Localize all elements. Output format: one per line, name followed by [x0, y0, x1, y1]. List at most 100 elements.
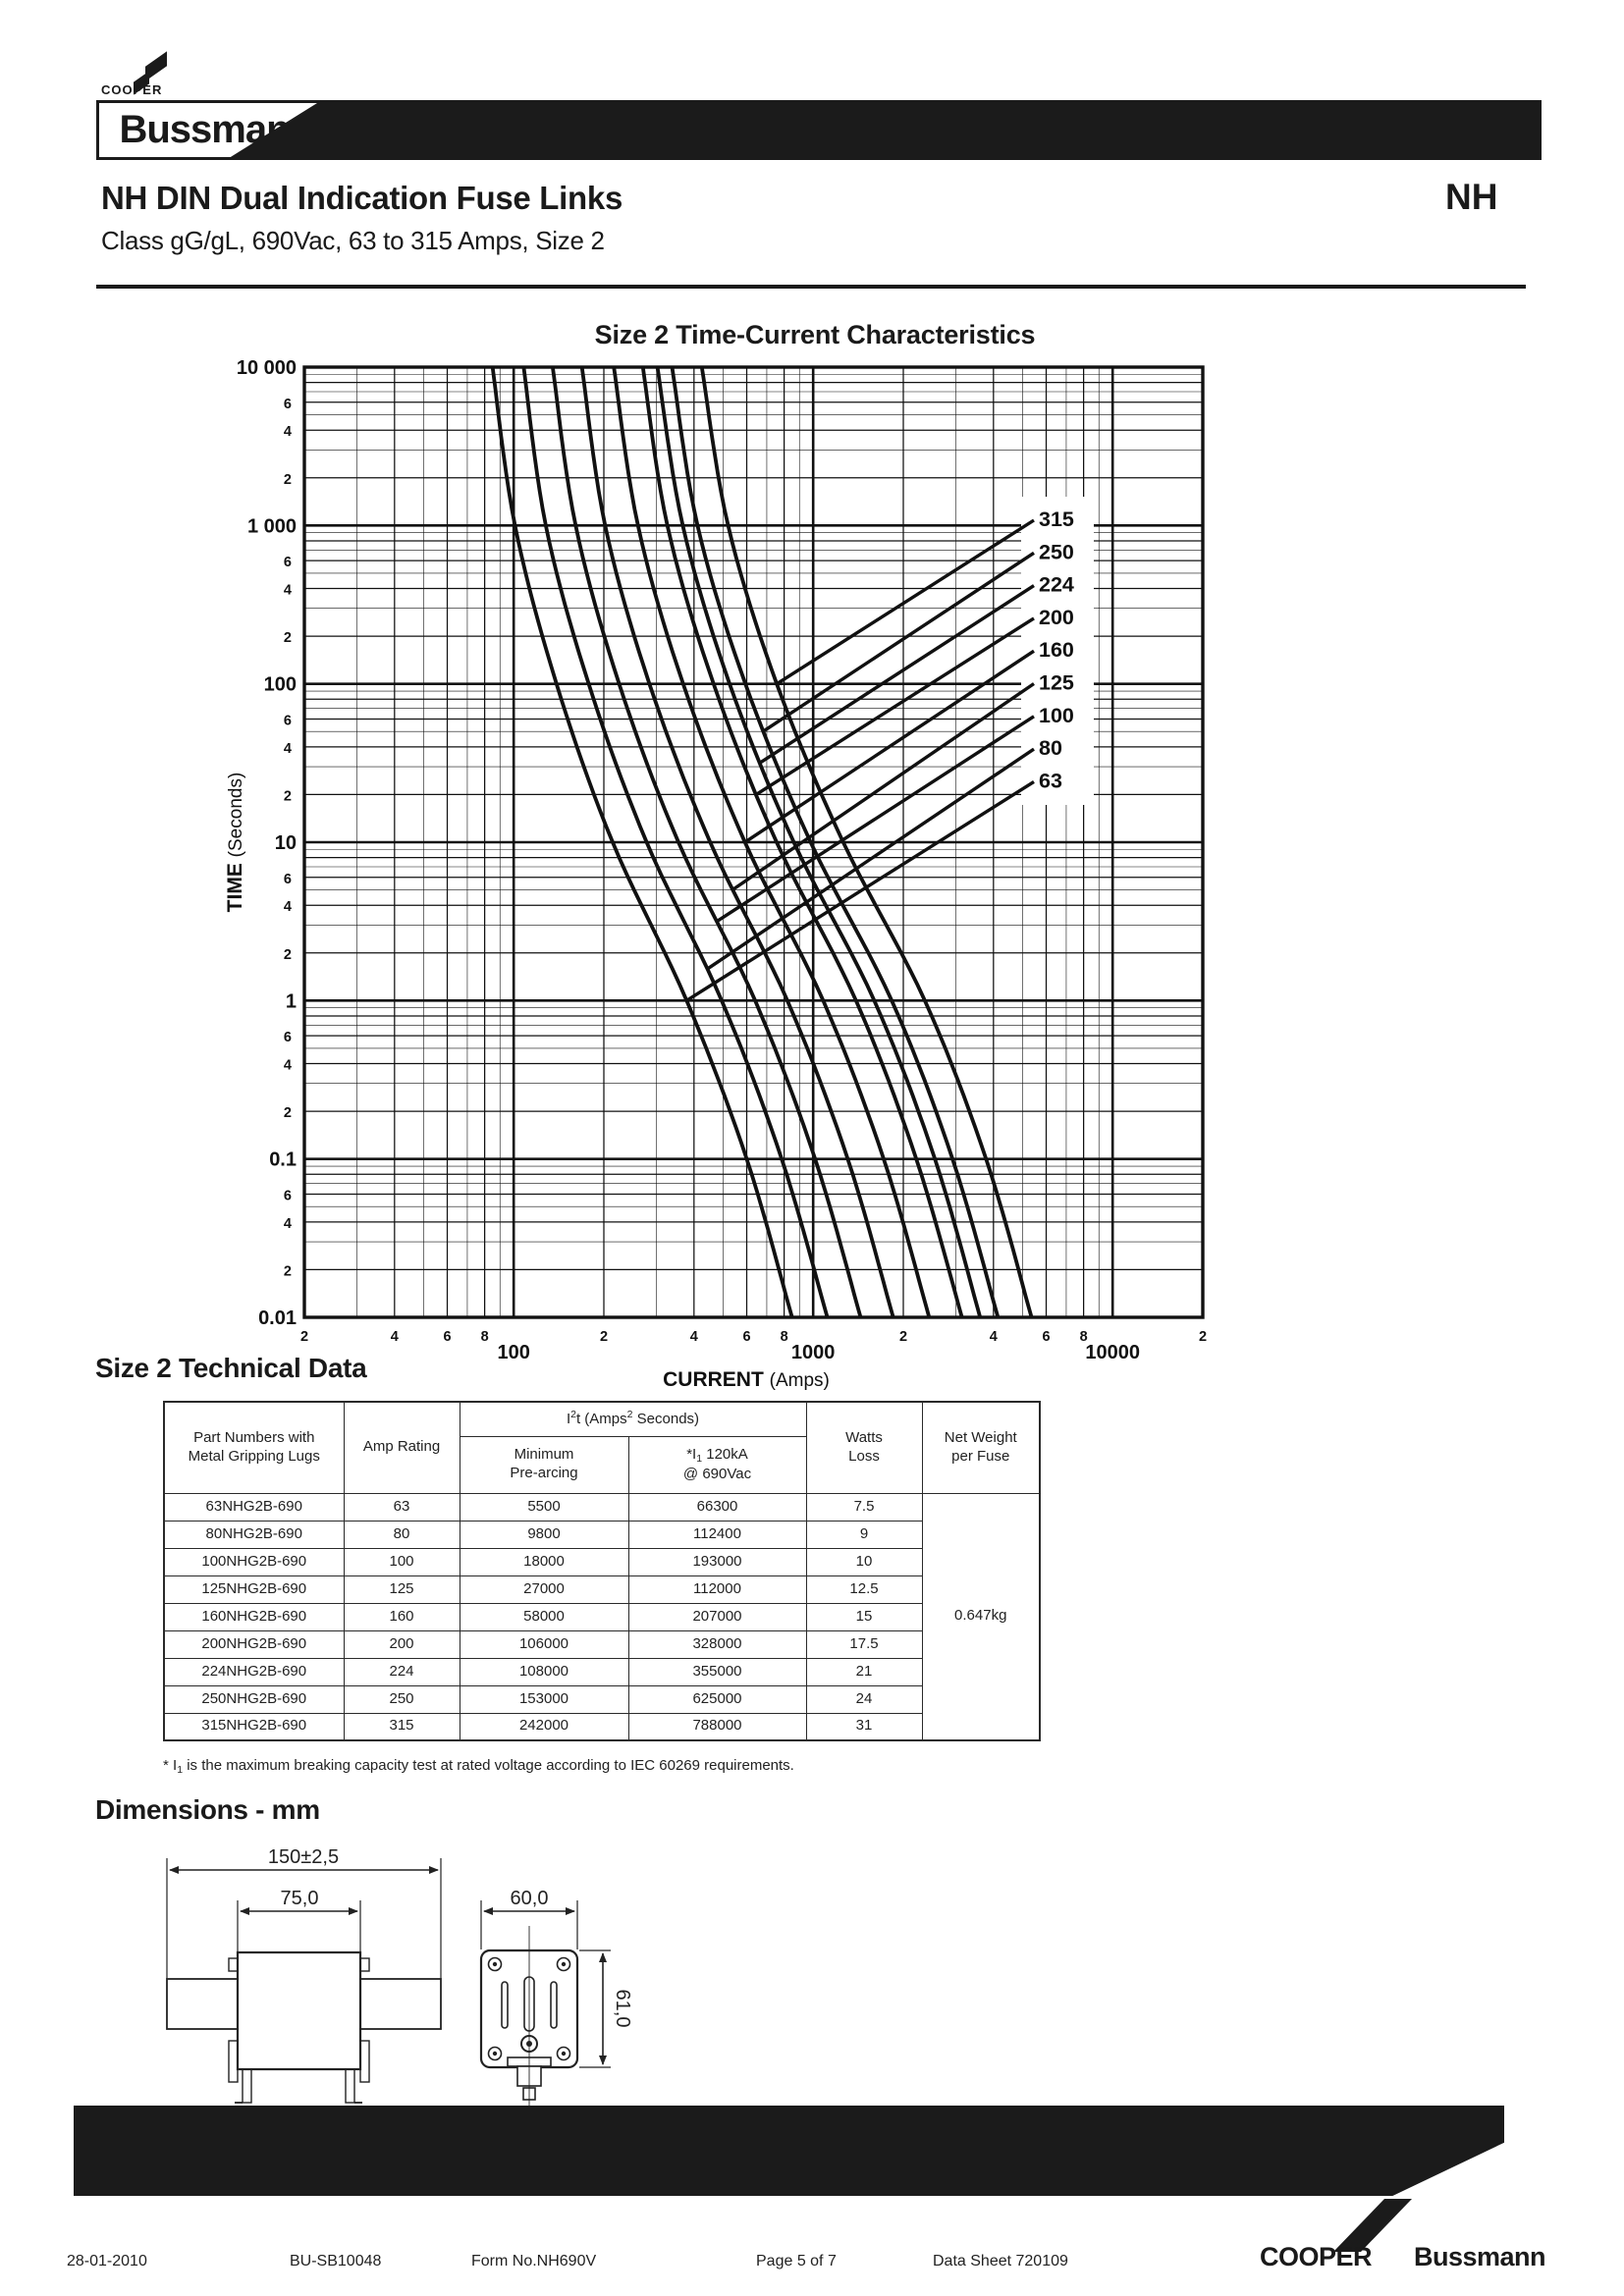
svg-text:0.1: 0.1 [269, 1149, 297, 1171]
table-cell: 21 [805, 1657, 923, 1686]
table-cell: 80 [343, 1520, 460, 1549]
page-subtitle: Class gG/gL, 690Vac, 63 to 315 Amps, Siz… [101, 226, 605, 255]
svg-text:2: 2 [284, 788, 292, 804]
svg-text:2: 2 [284, 630, 292, 646]
table-cell: 100NHG2B-690 [163, 1547, 345, 1576]
svg-text:6: 6 [284, 1188, 292, 1203]
svg-text:6: 6 [284, 872, 292, 887]
svg-text:1 000: 1 000 [247, 515, 297, 537]
curve-100A [551, 367, 863, 1317]
table-row: 63NHG2B-690 63 5500 66300 7.5 0.647kg [163, 1492, 1041, 1741]
dim-end-width-label: 60,0 [511, 1888, 549, 1909]
curve-125A [579, 367, 895, 1317]
table-cell: 125NHG2B-690 [163, 1575, 345, 1604]
table-cell: 63NHG2B-690 [163, 1492, 345, 1522]
x-axis-title: CURRENT (Amps) [663, 1368, 830, 1391]
svg-text:0.01: 0.01 [258, 1308, 297, 1329]
table-cell: 242000 [459, 1712, 629, 1741]
right-blade [359, 1978, 442, 2030]
svg-text:4: 4 [690, 1329, 698, 1345]
curve-label-200: 200 [1039, 606, 1074, 629]
table-cell: 17.5 [805, 1629, 923, 1659]
svg-text:6: 6 [284, 555, 292, 570]
svg-text:10: 10 [275, 832, 297, 854]
table-cell: 9800 [459, 1520, 629, 1549]
curve-label-125: 125 [1039, 671, 1074, 695]
dim-body-width-label: 75,0 [281, 1888, 319, 1909]
table-cell: 112400 [627, 1520, 807, 1549]
svg-text:2: 2 [899, 1329, 907, 1345]
time-current-chart: 10 000 1 000 100 10 1 0.1 0.01 6 4 2 6 4 2 6 4 2 6 4 2 6 4 2 6… [224, 357, 1207, 1391]
col-header-amp-rating: Amp Rating [343, 1401, 460, 1494]
leader-line-224 [758, 584, 1035, 765]
svg-text:2: 2 [284, 472, 292, 488]
table-row: 125NHG2B-690 125 27000 112000 12.5 [163, 1575, 1040, 1604]
table-cell: 224NHG2B-690 [163, 1657, 345, 1686]
table-row: 224NHG2B-690 224 108000 355000 21 [163, 1657, 1040, 1686]
leader-line-80 [706, 747, 1035, 971]
table-cell: 328000 [627, 1629, 807, 1659]
table-cell: 224 [343, 1657, 460, 1686]
table-cell: 200NHG2B-690 [163, 1629, 345, 1659]
leader-line-315 [776, 518, 1035, 686]
curve-label-80: 80 [1039, 736, 1062, 760]
svg-text:4: 4 [284, 1058, 292, 1074]
svg-text:8: 8 [1080, 1329, 1088, 1345]
technical-data-table: Part Numbers with Metal Gripping Lugs Amp… [163, 1401, 1041, 1741]
svg-text:1000: 1000 [791, 1342, 836, 1363]
header-black-band [226, 100, 1542, 160]
svg-text:6: 6 [1042, 1329, 1050, 1345]
svg-text:100: 100 [264, 674, 297, 696]
svg-text:4: 4 [284, 741, 292, 757]
table-cell: 200 [343, 1629, 460, 1659]
svg-text:10000: 10000 [1085, 1342, 1140, 1363]
table-cell: 7.5 [805, 1492, 923, 1522]
footer-brand-cooper: COOPER [1260, 2242, 1373, 2271]
svg-text:10 000: 10 000 [237, 357, 297, 379]
technical-data-heading: Size 2 Technical Data [95, 1353, 367, 1383]
curve-224A [655, 367, 983, 1317]
table-cell: 160NHG2B-690 [163, 1602, 345, 1631]
table-cell: 24 [805, 1684, 923, 1714]
leader-line-100 [716, 715, 1035, 924]
table-row: 250NHG2B-690 250 153000 625000 24 [163, 1684, 1040, 1714]
svg-text:4: 4 [990, 1329, 998, 1345]
col-header-i2t: I2t (Amps2 Seconds) [459, 1401, 807, 1437]
leader-line-125 [731, 682, 1035, 891]
curve-80A [521, 367, 830, 1317]
svg-text:6: 6 [284, 1030, 292, 1045]
y-axis-title: TIME (Seconds) [224, 773, 246, 913]
table-cell: 15 [805, 1602, 923, 1631]
fuse-front-view [166, 1858, 442, 2104]
svg-text:4: 4 [284, 424, 292, 440]
table-cell: 18000 [459, 1547, 629, 1576]
footer-date: 28-01-2010 [67, 2253, 147, 2269]
footer-form-number: Form No.NH690V [471, 2253, 597, 2269]
svg-text:2: 2 [284, 1263, 292, 1279]
leader-line-160 [743, 649, 1035, 844]
table-cell: 355000 [627, 1657, 807, 1686]
footer-doc-code: BU-SB10048 [290, 2253, 382, 2269]
table-cell: 10 [805, 1547, 923, 1576]
chart-axis-labels: 10 000 1 000 100 10 1 0.1 0.01 6 4 2 6 4 2 6 4 2 6 4 2 6 4 2 6… [224, 357, 1207, 1391]
table-cell: 250 [343, 1684, 460, 1714]
table-row: 315NHG2B-690 315 242000 788000 31 [163, 1712, 1040, 1741]
col-header-net-weight: Net Weight per Fuse [921, 1401, 1041, 1494]
table-row: 200NHG2B-690 200 106000 328000 17.5 [163, 1629, 1040, 1659]
col-header-min-prearcing: Minimum Pre-arcing [459, 1435, 629, 1494]
leader-line-200 [755, 616, 1035, 797]
svg-text:6: 6 [443, 1329, 451, 1345]
table-cell: 315 [343, 1712, 460, 1741]
table-cell: 100 [343, 1547, 460, 1576]
table-cell: 106000 [459, 1629, 629, 1659]
table-cell: 112000 [627, 1575, 807, 1604]
svg-text:4: 4 [284, 899, 292, 915]
table-cell: 108000 [459, 1657, 629, 1686]
svg-text:6: 6 [284, 397, 292, 412]
curve-label-224: 224 [1039, 573, 1074, 597]
table-cell: 250NHG2B-690 [163, 1684, 345, 1714]
table-cell: 66300 [627, 1492, 807, 1522]
page-category-tag: NH [1445, 177, 1498, 217]
svg-text:2: 2 [300, 1329, 308, 1345]
